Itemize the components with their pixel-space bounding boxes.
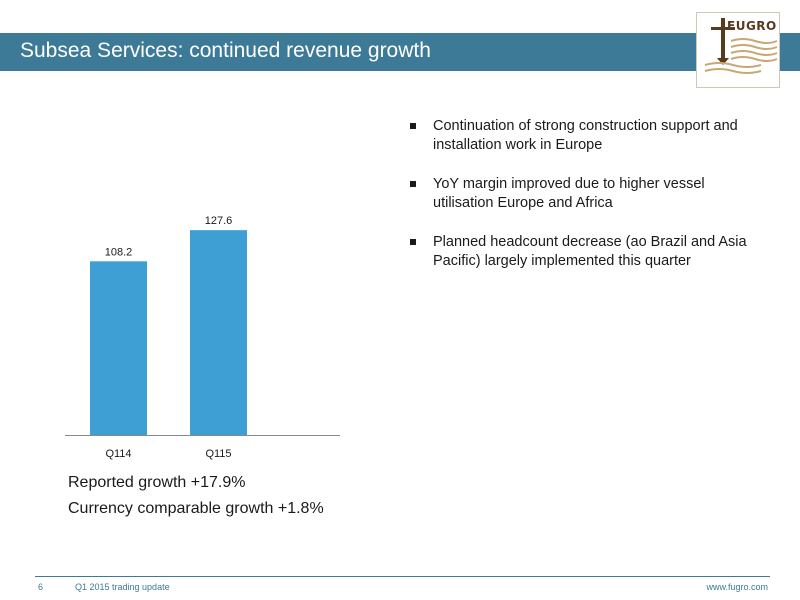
fugro-logo-icon <box>704 18 778 74</box>
currency-growth-text: Currency comparable growth +1.8% <box>68 500 324 517</box>
chart-canvas: 108.2 Q114 127.6 Q115 <box>65 215 340 460</box>
fugro-logo: FUGRO <box>696 12 780 88</box>
logo-text: FUGRO <box>727 19 777 33</box>
title-bar: Subsea Services: continued revenue growt… <box>0 33 800 71</box>
bar-q115 <box>190 230 247 435</box>
footer-title: Q1 2015 trading update <box>75 582 170 592</box>
square-bullet-icon <box>410 239 416 245</box>
bar-q114 <box>90 261 147 435</box>
slide-title: Subsea Services: continued revenue growt… <box>20 39 431 62</box>
footer-url: www.fugro.com <box>706 582 768 592</box>
data-label-q115: 127.6 <box>205 215 233 227</box>
x-tick-label-q114: Q114 <box>105 448 131 460</box>
reported-growth-text: Reported growth +17.9% <box>68 474 246 491</box>
bullet-text: Planned headcount decrease (ao Brazil an… <box>433 234 747 269</box>
bullet-text: Continuation of strong construction supp… <box>433 118 738 153</box>
data-label-q114: 108.2 <box>105 246 133 258</box>
bullet-item: Planned headcount decrease (ao Brazil an… <box>408 233 768 271</box>
bullet-item: Continuation of strong construction supp… <box>408 117 768 155</box>
bullet-list: Continuation of strong construction supp… <box>408 117 768 291</box>
bullet-text: YoY margin improved due to higher vessel… <box>433 176 705 211</box>
square-bullet-icon <box>410 123 416 129</box>
bullet-item: YoY margin improved due to higher vessel… <box>408 175 768 213</box>
x-tick-label-q115: Q115 <box>205 448 231 460</box>
footer-divider <box>35 576 770 577</box>
page-number: 6 <box>38 582 44 592</box>
revenue-bar-chart: 108.2 Q114 127.6 Q115 <box>60 130 340 470</box>
square-bullet-icon <box>410 181 416 187</box>
